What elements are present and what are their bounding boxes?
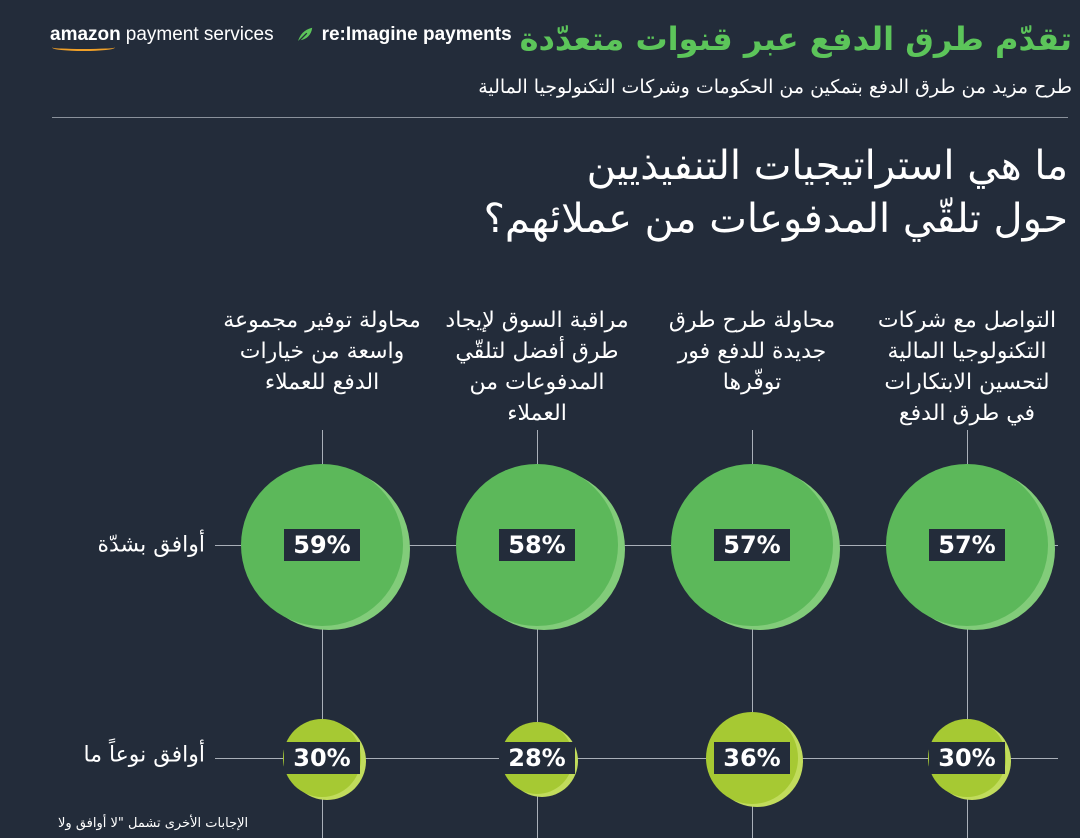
- row-label-strongly-agree: أوافق بشدّة: [97, 532, 205, 558]
- question-line-2: حول تلقّي المدفوعات من عملائهم؟: [483, 196, 1068, 242]
- bubble-value: 58%: [499, 529, 575, 561]
- header-divider: [52, 117, 1068, 118]
- brand-bar: amazon payment services re:Imagine payme…: [50, 24, 512, 51]
- amazon-payment-services-logo: amazon payment services: [50, 24, 274, 51]
- column-guide-line: [967, 430, 968, 838]
- reimagine-label: re:Imagine payments: [321, 24, 512, 45]
- bubble-somewhat-agree: 30%: [283, 719, 361, 797]
- bubble-value: 57%: [714, 529, 790, 561]
- column-label-new-payment-methods: محاولة طرح طرق جديدة للدفع فور توفّرها: [668, 308, 836, 395]
- bubble-somewhat-agree: 36%: [706, 712, 798, 804]
- column-guide-line: [322, 430, 323, 838]
- amazon-logo-service: payment services: [125, 24, 274, 45]
- bubble-strongly-agree: 57%: [886, 464, 1048, 626]
- column-label-market-monitoring: مراقبة السوق لإيجاد طرق أفضل لتلقّي المد…: [445, 308, 629, 426]
- question-heading: ما هي استراتيجيات التنفيذيين حول تلقّي ا…: [484, 140, 1068, 246]
- subtitle: طرح مزيد من طرق الدفع بتمكين من الحكومات…: [478, 76, 1072, 98]
- leaf-icon: [296, 27, 312, 43]
- bubble-strongly-agree: 57%: [671, 464, 833, 626]
- bubble-strongly-agree: 59%: [241, 464, 403, 626]
- bubble-value: 57%: [929, 529, 1005, 561]
- question-line-1: ما هي استراتيجيات التنفيذيين: [586, 143, 1068, 189]
- reimagine-payments-logo: re:Imagine payments: [296, 24, 512, 46]
- bubble-somewhat-agree: 30%: [928, 719, 1006, 797]
- bubble-value: 36%: [714, 742, 790, 774]
- bubble-somewhat-agree: 28%: [499, 722, 575, 794]
- footnote: الإجابات الأخرى تشمل "لا أوافق ولا: [58, 816, 249, 831]
- column-guide-line: [752, 430, 753, 838]
- column-label-fintech-partnerships: التواصل مع شركات التكنولوجيا المالية لتح…: [877, 308, 1057, 426]
- bubble-value: 30%: [284, 742, 360, 774]
- bubble-strongly-agree: 58%: [456, 464, 618, 626]
- row-guide-line: [215, 545, 1058, 546]
- column-guide-line: [537, 430, 538, 838]
- row-guide-line: [215, 758, 1058, 759]
- bubble-value: 28%: [499, 742, 575, 774]
- bubble-value: 30%: [929, 742, 1005, 774]
- bubble-value: 59%: [284, 529, 360, 561]
- column-label-wide-options: محاولة توفير مجموعة واسعة من خيارات الدف…: [223, 308, 421, 395]
- amazon-logo-word: amazon: [50, 24, 121, 51]
- row-label-somewhat-agree: أوافق نوعاً ما: [83, 742, 205, 768]
- main-title: تقدّم طرق الدفع عبر قنوات متعدّدة: [519, 20, 1072, 58]
